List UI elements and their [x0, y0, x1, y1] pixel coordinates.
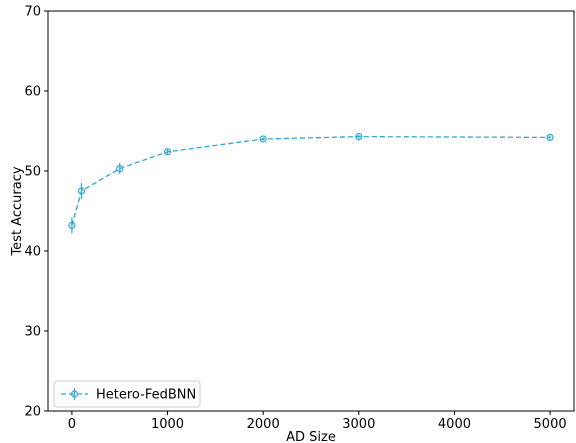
legend-swatch — [61, 388, 88, 400]
y-tick-label: 20 — [24, 405, 41, 420]
plot-frame — [47, 10, 575, 412]
y-tick-label: 40 — [24, 245, 41, 260]
x-tick-label: 1000 — [151, 417, 184, 432]
y-tick-label: 30 — [24, 325, 41, 340]
y-axis-label: Test Accuracy — [10, 166, 25, 256]
x-tick-label: 4000 — [438, 417, 471, 432]
y-tick-label: 50 — [24, 165, 41, 180]
legend-label: Hetero-FedBNN — [96, 388, 196, 403]
x-tick-label: 0 — [68, 417, 76, 432]
y-tick-label: 70 — [24, 5, 41, 20]
data-point — [355, 133, 363, 141]
data-point — [259, 135, 267, 143]
legend-marker — [70, 390, 79, 398]
y-tick-label: 60 — [24, 85, 41, 100]
data-point — [163, 148, 172, 156]
data-point — [68, 221, 76, 229]
data-point — [546, 133, 554, 141]
data-point — [77, 187, 86, 195]
x-tick-label: 2000 — [247, 417, 280, 432]
series-line — [71, 135, 551, 226]
x-tick-label: 3000 — [342, 417, 375, 432]
axes-layer: 0 1000 2000 3000 4000 5000 20 30 40 50 60 70 — [24, 5, 575, 432]
data-point — [116, 165, 124, 173]
plot-layer — [68, 133, 554, 234]
x-axis-label: AD Size — [286, 430, 336, 443]
x-tick-label: 5000 — [534, 417, 567, 432]
legend-box — [53, 380, 201, 408]
legend: Hetero-FedBNN — [53, 380, 201, 408]
